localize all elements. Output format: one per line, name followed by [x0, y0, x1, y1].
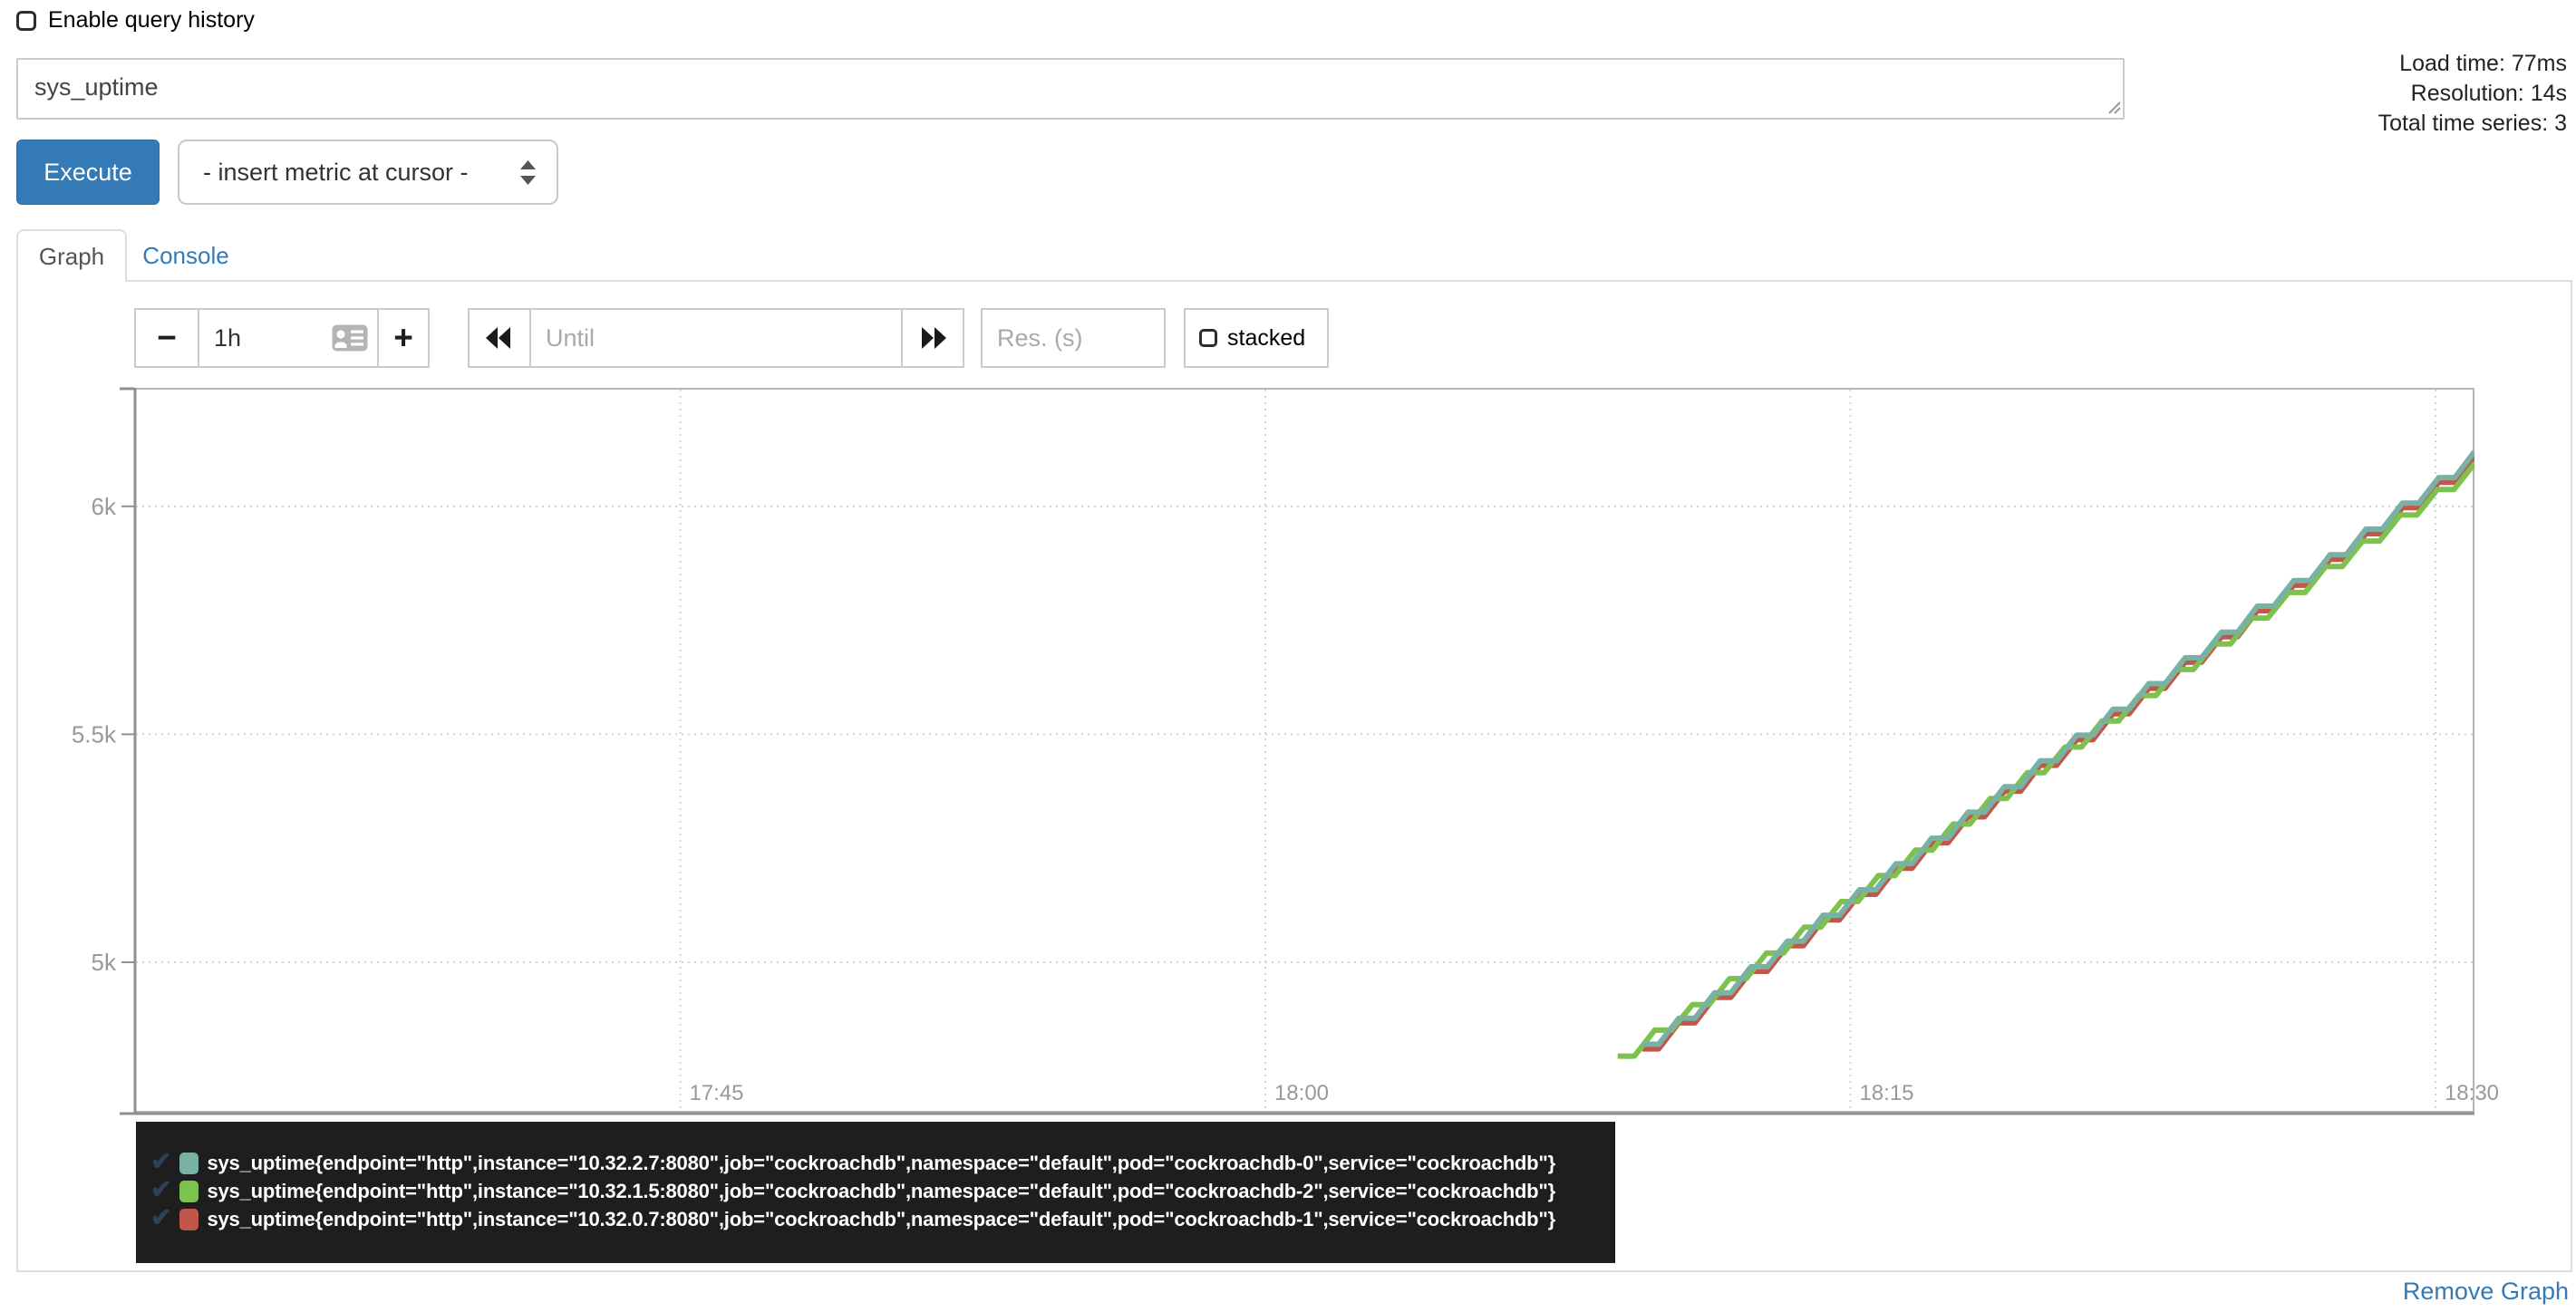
range-input-wrap: [198, 308, 379, 368]
step-forward-icon: [922, 327, 946, 349]
graph-panel: [16, 280, 2572, 1272]
query-history-row: Enable query history: [16, 7, 255, 34]
resolution-input[interactable]: [983, 310, 1164, 366]
query-expression-input[interactable]: sys_uptime: [16, 58, 2125, 120]
insert-metric-select[interactable]: - insert metric at cursor -: [178, 140, 558, 205]
svg-text:18:30: 18:30: [2445, 1081, 2499, 1105]
series-enabled-check-icon: ✔: [150, 1202, 172, 1231]
series-color-swatch: [179, 1180, 199, 1202]
remove-graph-link[interactable]: Remove Graph: [2402, 1278, 2569, 1305]
query-stats: Load time: 77ms Resolution: 14s Total ti…: [2378, 49, 2567, 139]
query-input-wrap: sys_uptime: [16, 58, 2125, 120]
series-label: sys_uptime{endpoint="http",instance="10.…: [207, 1207, 1556, 1230]
tab-console[interactable]: Console: [142, 241, 229, 269]
svg-text:5k: 5k: [92, 949, 117, 976]
stacked-label: stacked: [1227, 324, 1306, 351]
select-caret-icon: [520, 159, 536, 185]
legend-item[interactable]: ✔ sys_uptime{endpoint="http",instance="10…: [145, 1202, 1615, 1233]
textarea-resize-handle-icon[interactable]: [2104, 97, 2122, 115]
svg-text:17:45: 17:45: [689, 1081, 743, 1105]
legend-item[interactable]: ✔ sys_uptime{endpoint="http",instance="10…: [145, 1174, 1615, 1205]
svg-text:6k: 6k: [92, 493, 117, 520]
tab-graph[interactable]: Graph: [16, 229, 127, 282]
series-color-swatch: [179, 1152, 199, 1174]
chart-legend: ✔ sys_uptime{endpoint="http",instance="10…: [136, 1122, 1615, 1263]
resolution: Resolution: 14s: [2410, 81, 2567, 106]
grow-range-button[interactable]: +: [377, 308, 430, 368]
step-backward-icon: [486, 327, 510, 349]
svg-text:5.5k: 5.5k: [72, 720, 117, 748]
series-label: sys_uptime{endpoint="http",instance="10.…: [207, 1179, 1556, 1202]
series-color-swatch: [179, 1208, 199, 1230]
legend-item[interactable]: ✔ sys_uptime{endpoint="http",instance="10…: [145, 1146, 1615, 1177]
until-input[interactable]: [531, 310, 901, 366]
resolution-input-wrap: [981, 308, 1166, 368]
series-enabled-check-icon: ✔: [150, 1146, 172, 1175]
svg-text:18:00: 18:00: [1274, 1081, 1329, 1105]
load-time: Load time: 77ms: [2399, 51, 2567, 76]
insert-metric-selected-value: - insert metric at cursor -: [203, 158, 469, 186]
svg-text:18:15: 18:15: [1859, 1081, 1913, 1105]
series-label: sys_uptime{endpoint="http",instance="10.…: [207, 1151, 1556, 1174]
series-enabled-check-icon: ✔: [150, 1174, 172, 1203]
autofill-contact-icon[interactable]: [332, 324, 368, 352]
enable-query-history-checkbox[interactable]: [16, 10, 36, 31]
range-input[interactable]: [199, 310, 332, 366]
stacked-checkbox[interactable]: [1199, 329, 1217, 347]
execute-button[interactable]: Execute: [16, 140, 160, 205]
enable-query-history-label: Enable query history: [48, 7, 255, 33]
step-forward-button[interactable]: [901, 308, 964, 368]
stacked-toggle: stacked: [1184, 308, 1329, 368]
shrink-range-button[interactable]: −: [134, 308, 199, 368]
total-time-series: Total time series: 3: [2377, 111, 2567, 136]
